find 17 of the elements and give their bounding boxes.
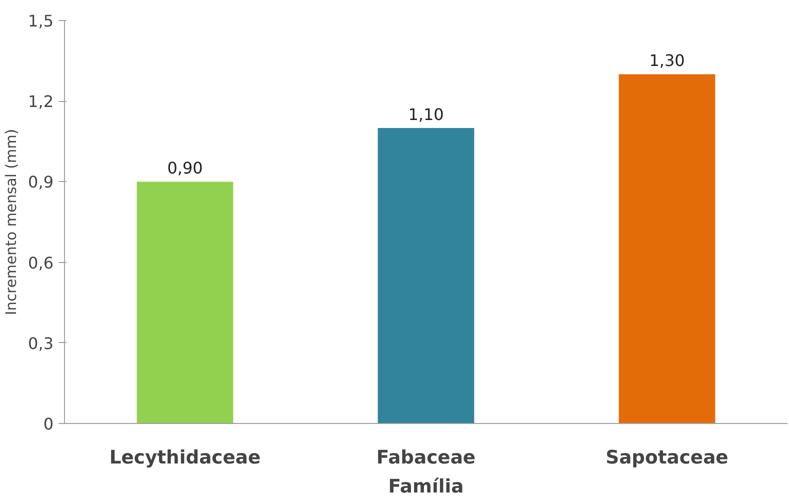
data-label: 1,10 xyxy=(408,104,444,124)
data-label: 1,30 xyxy=(649,51,685,70)
bar xyxy=(136,182,234,424)
y-tick-label: 0,9 xyxy=(28,172,54,192)
x-tick-label: Sapotaceae xyxy=(606,448,728,468)
y-tick-label: 0,6 xyxy=(28,253,54,272)
x-tick-label: Lecythidaceae xyxy=(109,448,261,468)
x-axis-title: Família xyxy=(388,476,464,498)
y-tick-label: 0,3 xyxy=(28,334,54,353)
bar xyxy=(618,74,716,424)
data-label: 0,90 xyxy=(167,158,203,178)
y-tick-label: 1,5 xyxy=(28,12,54,30)
x-tick-label: Fabaceae xyxy=(376,448,476,468)
y-tick-label: 0 xyxy=(43,414,54,434)
y-axis-title: Incremento mensal (mm) xyxy=(3,128,20,316)
bar xyxy=(378,128,474,424)
y-tick-label: 1,2 xyxy=(28,92,54,112)
